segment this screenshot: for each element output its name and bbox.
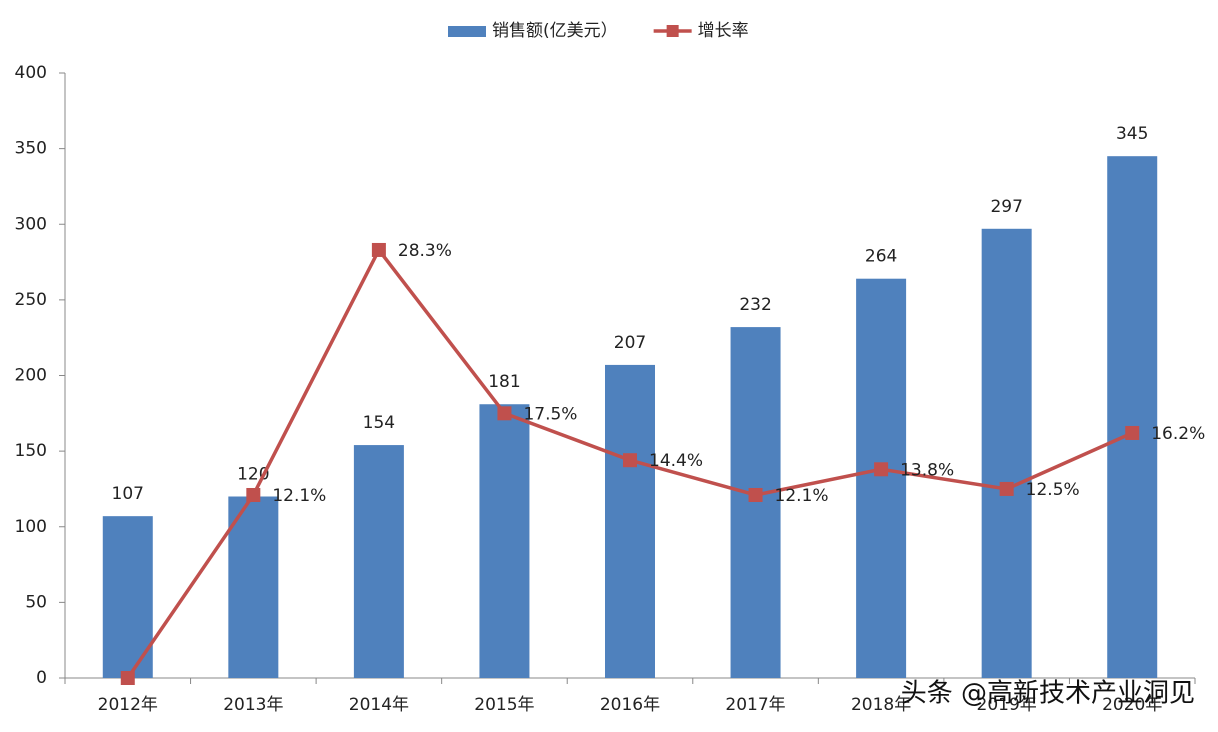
line-value-label: 17.5% [523, 404, 577, 424]
line-value-label: 16.2% [1151, 424, 1205, 444]
line-marker [120, 671, 135, 685]
bar-value-label: 345 [1116, 124, 1148, 144]
x-tick-label: 2015年 [474, 695, 534, 715]
y-tick-label: 400 [15, 63, 47, 83]
bar [353, 445, 404, 678]
line-value-label: 28.3% [398, 241, 452, 261]
y-tick-label: 300 [15, 214, 47, 234]
line-value-label: 12.1% [272, 486, 326, 506]
y-tick-label: 50 [25, 592, 47, 612]
bar-value-label: 181 [488, 372, 520, 392]
legend-label: 增长率 [698, 21, 749, 41]
y-tick-label: 100 [15, 517, 47, 537]
bar [981, 228, 1032, 678]
line-marker [497, 406, 512, 421]
bar [605, 364, 655, 678]
line-marker [371, 242, 386, 257]
x-tick-label: 2013年 [223, 695, 283, 715]
x-tick-label: 2020年 [1102, 695, 1162, 715]
x-tick-label: 2014年 [349, 695, 409, 715]
bar [856, 278, 907, 678]
bar [479, 404, 530, 678]
y-tick-label: 150 [15, 441, 47, 461]
line-marker [999, 481, 1014, 496]
legend-label: 销售额(亿美元） [492, 21, 618, 41]
bar [228, 496, 279, 678]
line-value-label: 13.8% [900, 460, 954, 480]
legend-swatch [666, 25, 679, 37]
y-tick-label: 0 [36, 668, 47, 688]
line-marker [748, 487, 763, 502]
line-value-label: 12.1% [775, 486, 829, 506]
line-value-label: 14.4% [649, 451, 703, 471]
bar [1107, 156, 1158, 678]
bar-value-label: 264 [865, 247, 897, 267]
line-value-label: 12.5% [1026, 480, 1080, 500]
line-marker [1125, 425, 1140, 440]
x-tick-label: 2018年 [851, 695, 911, 715]
legend-swatch [448, 26, 486, 37]
y-tick-label: 250 [15, 290, 47, 310]
bar-value-label: 232 [739, 295, 771, 315]
bar-value-label: 297 [990, 197, 1022, 217]
bar-value-label: 207 [614, 333, 646, 353]
y-tick-label: 350 [15, 139, 47, 159]
line-marker [874, 462, 889, 477]
bar [730, 327, 781, 678]
x-tick-label: 2016年 [600, 695, 660, 715]
bar-value-label: 154 [363, 413, 395, 433]
x-tick-label: 2017年 [725, 695, 785, 715]
line-marker [623, 453, 637, 468]
bar-value-label: 107 [112, 484, 144, 504]
x-tick-label: 2019年 [977, 695, 1037, 715]
x-tick-label: 2012年 [98, 695, 158, 715]
line-marker [246, 487, 261, 502]
y-tick-label: 200 [15, 366, 47, 386]
watermark: 头条 @高新技术产业洞见 [901, 679, 1195, 709]
